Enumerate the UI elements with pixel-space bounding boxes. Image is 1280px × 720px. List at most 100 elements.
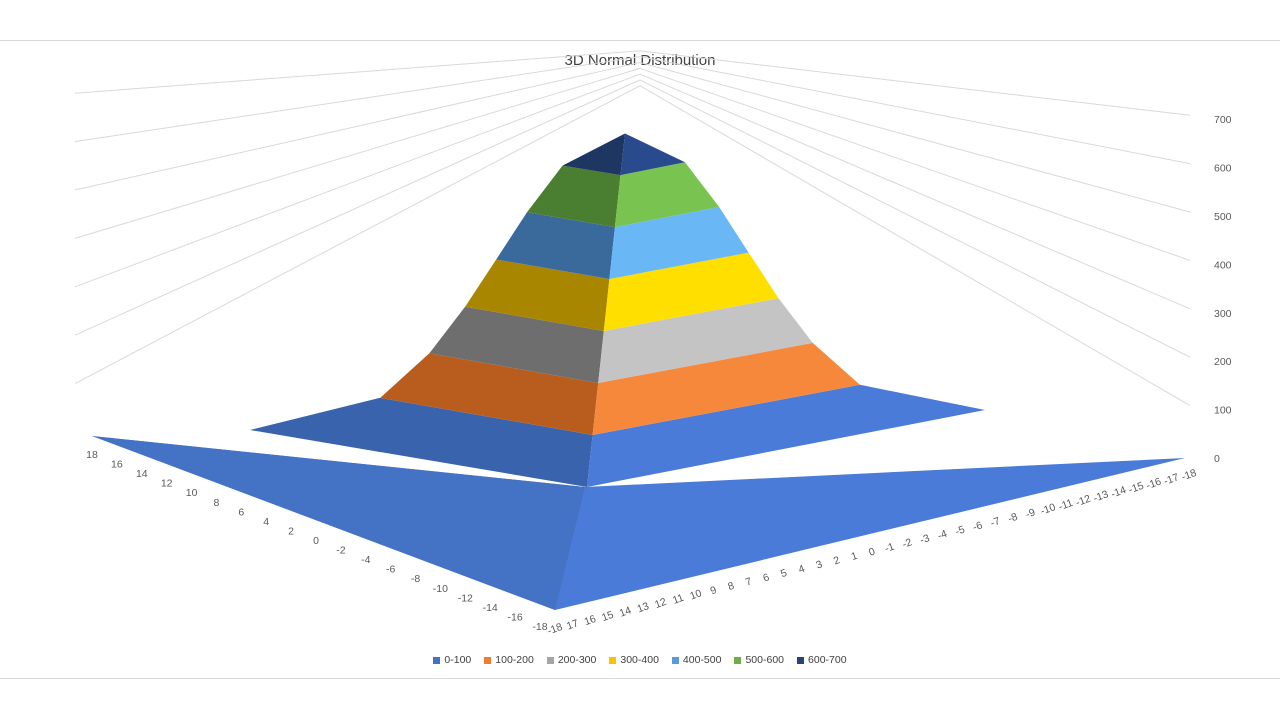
left-axis-tick-label: -10 — [433, 583, 448, 595]
gridline-right — [639, 50, 1191, 116]
right-axis-tick-label: -17 — [1162, 471, 1181, 488]
legend: 0-100 100-200 200-300 300-400 400-500 500-600… — [0, 654, 1280, 666]
value-tick-label: 200 — [1214, 356, 1232, 368]
value-axis-ticks: 0 100 200 300 400 500 600 700 — [1214, 114, 1232, 465]
gridline-left — [74, 56, 641, 143]
value-tick-label: 400 — [1214, 259, 1232, 271]
gridline-right — [639, 67, 1191, 261]
legend-item: 500-600 — [734, 654, 784, 666]
right-axis-tick-label: 8 — [726, 580, 736, 593]
left-axis-tick-label: 12 — [161, 478, 173, 490]
legend-label: 400-500 — [682, 654, 722, 666]
gridline-right — [639, 73, 1191, 310]
band-left-face — [465, 259, 610, 331]
gridlines — [74, 50, 1191, 407]
value-tick-label: 600 — [1214, 163, 1232, 175]
band-right-face — [620, 133, 685, 176]
legend-item: 300-400 — [609, 654, 659, 666]
value-tick-label: 300 — [1214, 308, 1232, 320]
right-axis-tick-label: 11 — [671, 592, 685, 607]
left-axis-tick-label: 18 — [86, 449, 98, 461]
left-axis-ticks: 18 16 14 12 10 8 6 4 2 0 -2 -4 -6 -8 -10 -12 -14 -16 -18 — [86, 449, 548, 633]
right-axis-tick-label: 16 — [583, 613, 598, 628]
right-axis-tick-label: -8 — [1006, 511, 1019, 526]
band-left-face — [562, 133, 625, 176]
right-axis-tick-label: -12 — [1074, 493, 1093, 510]
right-axis-tick-label: -18 — [1180, 467, 1199, 484]
legend-item: 100-200 — [484, 654, 534, 666]
left-axis-tick-label: 4 — [263, 516, 269, 528]
left-axis-tick-label: 6 — [238, 506, 244, 518]
left-axis-tick-label: -16 — [508, 611, 523, 623]
right-axis-tick-label: 4 — [797, 563, 807, 576]
left-axis-tick-label: -8 — [411, 573, 420, 585]
right-axis-tick-label: 12 — [653, 596, 668, 611]
left-axis-tick-label: 14 — [136, 468, 148, 480]
right-axis-tick-label: -10 — [1039, 501, 1058, 518]
legend-swatch — [797, 656, 805, 664]
left-axis-tick-label: -12 — [458, 592, 473, 604]
band-right-face — [614, 162, 720, 228]
band-right-face — [587, 384, 985, 487]
gridline-left — [74, 67, 641, 239]
left-axis-tick-label: -4 — [361, 554, 370, 566]
band-right-face — [603, 252, 779, 331]
right-axis-tick-label: -16 — [1145, 475, 1164, 492]
legend-label: 600-700 — [808, 654, 847, 666]
band-left-face — [429, 306, 604, 383]
right-axis-tick-label: 13 — [636, 600, 651, 615]
surface — [92, 133, 1185, 610]
band-left-face — [527, 165, 621, 228]
gridline-right — [639, 79, 1191, 358]
gridline-left — [74, 61, 641, 191]
right-axis-tick-label: -2 — [901, 536, 914, 551]
left-axis-tick-label: -2 — [336, 545, 345, 557]
right-axis-tick-label: -11 — [1057, 497, 1075, 513]
right-axis-ticks: -18 17 16 15 14 13 12 11 10 9 8 7 6 5 4 3 2 1 0 -1 -2 -3 -4 -5-… — [546, 467, 1199, 638]
right-axis-tick-label: 0 — [867, 545, 877, 558]
left-axis-tick-label: 0 — [313, 535, 319, 547]
left-axis-tick-label: -18 — [532, 621, 547, 633]
right-axis-tick-label: 6 — [761, 571, 771, 584]
legend-swatch — [671, 656, 679, 664]
legend-label: 200-300 — [557, 654, 597, 666]
legend-swatch — [609, 656, 617, 664]
right-axis-tick-label: -13 — [1092, 488, 1111, 505]
right-axis-tick-label: 3 — [814, 558, 824, 571]
left-axis-tick-label: 16 — [111, 459, 123, 471]
right-axis-tick-label: -7 — [989, 515, 1002, 530]
gridline-left — [74, 50, 641, 94]
legend-swatch — [484, 656, 492, 664]
right-axis-tick-label: 10 — [688, 587, 703, 602]
band-left-face — [496, 212, 615, 279]
gridline-left — [74, 85, 641, 385]
gridline-left — [74, 73, 641, 288]
legend-swatch — [546, 656, 554, 664]
right-axis-tick-label: -3 — [918, 532, 931, 547]
right-axis-tick-label: 9 — [709, 584, 719, 597]
right-axis-tick-label: -1 — [883, 541, 896, 556]
legend-label: 300-400 — [620, 654, 659, 666]
gridline-left — [74, 79, 641, 336]
gridline-right — [639, 85, 1191, 407]
gridline-right — [639, 61, 1191, 213]
band-right-face — [609, 206, 749, 279]
floor-surface-left — [92, 436, 585, 610]
legend-swatch — [433, 656, 441, 664]
right-axis-tick-label: -9 — [1024, 506, 1037, 521]
left-axis-tick-label: 8 — [213, 497, 219, 509]
legend-item: 600-700 — [797, 654, 847, 666]
right-axis-tick-label: -6 — [971, 519, 984, 534]
right-axis-tick-label: -18 — [546, 621, 565, 638]
value-tick-label: 0 — [1214, 453, 1220, 465]
value-tick-label: 500 — [1214, 211, 1232, 223]
band-right-face — [598, 298, 813, 383]
right-axis-tick-label: -15 — [1127, 480, 1146, 497]
band-left-face — [250, 397, 593, 487]
value-tick-label: 100 — [1214, 405, 1232, 417]
value-tick-label: 700 — [1214, 114, 1232, 126]
right-axis-tick-label: 1 — [850, 550, 860, 563]
legend-item: 400-500 — [671, 654, 722, 666]
right-axis-tick-label: -5 — [954, 523, 967, 538]
